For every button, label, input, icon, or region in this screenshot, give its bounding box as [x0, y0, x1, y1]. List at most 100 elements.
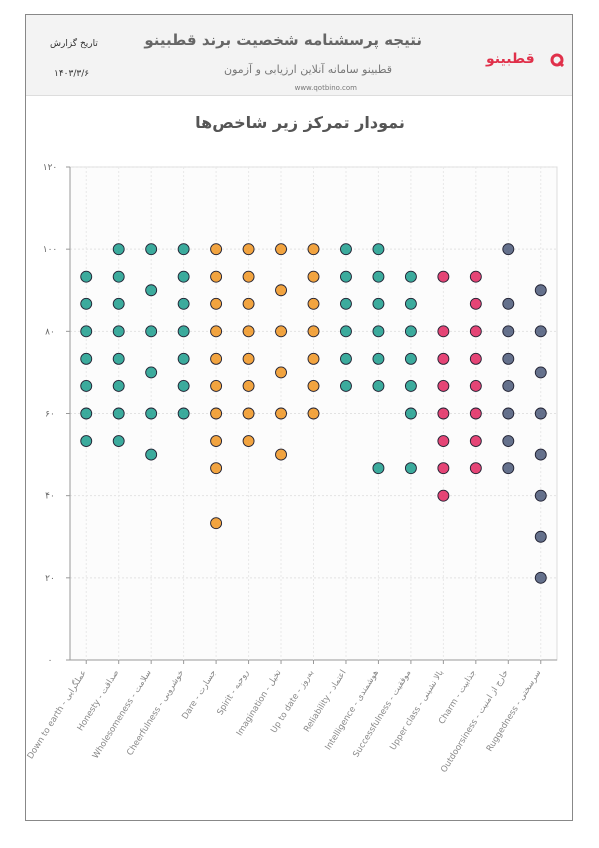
dot — [502, 352, 515, 365]
dot — [177, 325, 190, 338]
dot — [502, 435, 515, 447]
dot — [340, 325, 352, 338]
dot — [469, 325, 482, 338]
report-date: ۱۴۰۳/۳/۶ — [54, 69, 90, 79]
dot — [534, 530, 547, 543]
dot — [80, 325, 93, 338]
dot — [534, 284, 547, 297]
dot — [145, 407, 158, 420]
dot — [210, 435, 223, 447]
dot — [534, 325, 547, 338]
y-tick-label: ۱۰۰ — [43, 245, 58, 255]
dot — [112, 325, 125, 338]
x-tick-label: Successfulness - موفقیت — [351, 668, 413, 759]
dot — [275, 366, 287, 379]
logo-icon — [550, 53, 564, 67]
dot — [404, 325, 417, 338]
dot — [437, 407, 450, 420]
dot — [307, 243, 320, 256]
dot — [112, 380, 125, 392]
dot — [275, 284, 287, 297]
dot — [404, 352, 417, 365]
dot — [340, 243, 352, 256]
dot — [112, 243, 125, 256]
y-tick-label: ۰ — [48, 656, 53, 666]
dot — [275, 448, 287, 461]
x-tick-label: Cheerfulness - خوشرویی — [125, 668, 186, 757]
dot — [534, 571, 547, 584]
dot — [177, 270, 190, 283]
dot — [437, 352, 450, 365]
dot — [80, 297, 93, 310]
dot — [437, 462, 450, 475]
dot — [112, 297, 125, 310]
dot — [177, 297, 190, 310]
dot — [372, 352, 385, 365]
dot — [210, 407, 223, 420]
dot — [177, 243, 190, 256]
logo: قطبینو — [486, 51, 535, 67]
report-title: نتیجه پرسشنامه شخصیت برند قطبینو — [144, 31, 422, 49]
dot — [340, 380, 352, 392]
dot — [80, 380, 93, 392]
dot — [80, 435, 93, 447]
dot — [177, 380, 190, 392]
dot — [502, 380, 515, 392]
dot — [145, 366, 158, 379]
x-tick-label: Wholesomeness - سلامت — [91, 668, 154, 760]
dot — [275, 243, 287, 256]
dot — [469, 297, 482, 310]
dot — [242, 407, 255, 420]
report-date-label: تاریخ گزارش — [50, 39, 98, 49]
dot — [275, 407, 287, 420]
dot — [112, 407, 125, 420]
header: نتیجه پرسشنامه شخصیت برند قطبینو قطبینو … — [26, 15, 572, 96]
dot — [307, 407, 320, 420]
y-tick-label: ۶۰ — [45, 410, 55, 420]
dot — [502, 462, 515, 475]
dot — [145, 448, 158, 461]
dot — [242, 270, 255, 283]
dot — [340, 270, 352, 283]
dot — [145, 284, 158, 297]
dot — [469, 380, 482, 392]
dot — [437, 270, 450, 283]
dot — [145, 243, 158, 256]
dot — [404, 297, 417, 310]
dot — [404, 380, 417, 392]
dot — [307, 352, 320, 365]
dot — [502, 243, 515, 256]
dot — [210, 517, 223, 530]
dot — [534, 407, 547, 420]
dot — [469, 462, 482, 475]
x-tick-label: Dare - جسارت — [180, 668, 218, 721]
website: www.qotbino.com — [294, 84, 357, 92]
report-page: نتیجه پرسشنامه شخصیت برند قطبینو قطبینو … — [25, 14, 573, 821]
dot — [502, 407, 515, 420]
dot — [372, 380, 385, 392]
dot — [112, 270, 125, 283]
dot — [275, 325, 287, 338]
x-tick-label: Outdoorsiness - خارج از امنیت — [439, 668, 511, 774]
y-tick-label: ۸۰ — [45, 327, 55, 337]
dot — [534, 448, 547, 461]
dot — [210, 243, 223, 256]
dot — [177, 407, 190, 420]
dot — [372, 243, 385, 256]
dot — [372, 270, 385, 283]
y-tick-label: ۱۲۰ — [43, 163, 58, 173]
dot — [210, 462, 223, 475]
dot — [242, 352, 255, 365]
dot — [145, 325, 158, 338]
dot — [469, 435, 482, 447]
dot — [340, 352, 352, 365]
dot — [502, 297, 515, 310]
dot — [242, 243, 255, 256]
dot — [372, 297, 385, 310]
dot — [210, 325, 223, 338]
dot — [177, 352, 190, 365]
dot — [469, 407, 482, 420]
dot — [307, 297, 320, 310]
dot — [437, 489, 450, 502]
